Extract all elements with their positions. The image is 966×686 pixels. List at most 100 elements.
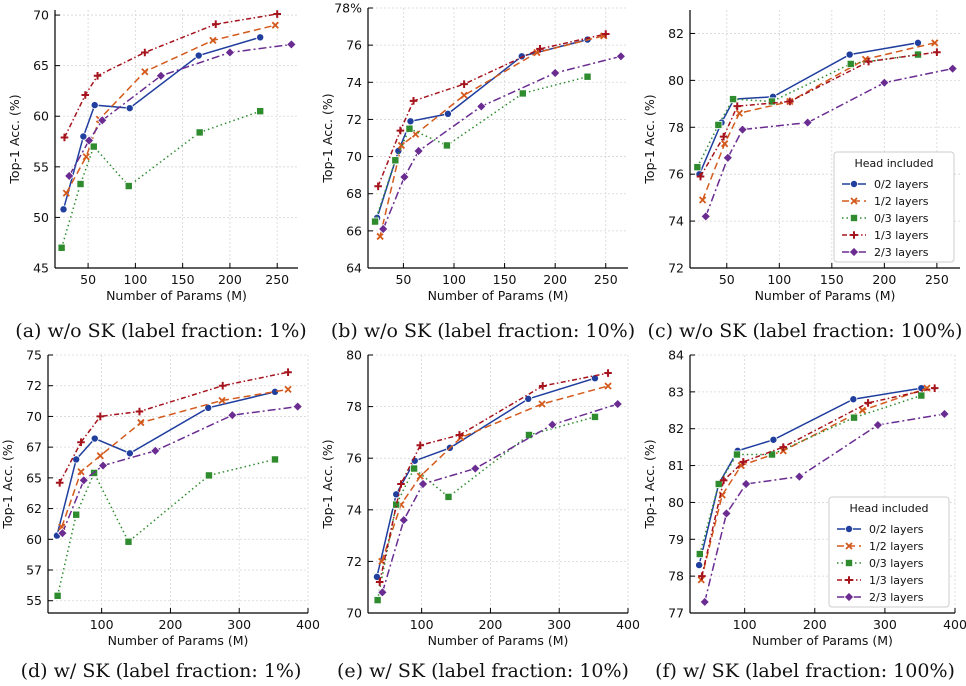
data-point-2-3-layers xyxy=(547,419,558,430)
data-point-1-3-layers xyxy=(538,382,547,390)
x-tick-label: 200 xyxy=(159,617,183,632)
data-point-0-2-layers xyxy=(590,374,599,383)
x-tick-label: 100 xyxy=(90,617,114,632)
x-tick-label: 200 xyxy=(479,617,503,632)
series-line-0-2-layers xyxy=(698,42,919,175)
data-point-1-2-layers xyxy=(271,21,279,29)
y-tick-label: 57 xyxy=(26,563,42,578)
data-point-1-3-layers xyxy=(719,132,728,141)
data-point-0-2-layers xyxy=(769,435,778,444)
data-point-1-3-layers xyxy=(81,91,90,99)
data-point-1-3-layers xyxy=(779,443,788,451)
data-point-0-2-layers xyxy=(517,52,526,61)
data-point-1-2-layers xyxy=(721,140,729,148)
y-tick-label: 65 xyxy=(26,470,42,485)
legend-title: Head included xyxy=(849,502,928,515)
data-point-2-3-layers xyxy=(721,508,732,519)
data-point-1-2-layers xyxy=(416,472,424,480)
data-point-0-2-layers xyxy=(125,449,134,458)
data-point-0-3-layers xyxy=(405,124,414,133)
data-point-1-3-layers xyxy=(416,441,425,450)
y-tick-label: 78 xyxy=(668,120,684,135)
y-tick-label: 72 xyxy=(346,112,362,127)
x-axis-title: Number of Params (M) xyxy=(428,288,569,303)
data-point-2-3-layers xyxy=(740,478,752,490)
data-point-1-3-layers xyxy=(211,20,220,28)
data-point-1-3-layers xyxy=(55,478,64,487)
chart-panel-4: 100 200 300 400 55 57 60 62 65 67 70 72 75 Number of … xyxy=(0,348,320,649)
y-tick-label: 78% xyxy=(334,1,362,16)
x-tick-label: 200 xyxy=(543,272,567,287)
data-point-0-2-layers xyxy=(524,394,533,403)
data-point-1-3-layers xyxy=(93,71,102,80)
y-tick-label: 74 xyxy=(668,214,684,229)
data-point-1-3-layers xyxy=(719,476,728,485)
y-tick-label: 84 xyxy=(668,348,684,363)
data-point-2-3-layers xyxy=(286,39,297,50)
series-line-0-3-layers xyxy=(696,53,919,168)
data-point-1-3-layers xyxy=(864,57,873,66)
data-point-0-3-layers xyxy=(695,550,704,559)
series-line-0-3-layers xyxy=(374,75,588,222)
legend-marker-1-3-layers xyxy=(845,576,853,584)
x-tick-label: 200 xyxy=(872,272,896,287)
data-point-1-3-layers xyxy=(460,80,468,88)
data-point-0-3-layers xyxy=(767,97,776,106)
data-point-2-3-layers xyxy=(802,117,813,128)
legend-box xyxy=(833,151,955,263)
data-point-0-2-layers xyxy=(443,109,452,118)
y-tick-label: 68 xyxy=(346,186,362,201)
x-axis-title: Number of Params (M) xyxy=(752,633,893,648)
series-line-1-2-layers xyxy=(700,387,928,580)
data-point-1-3-layers xyxy=(864,399,872,407)
legend-marker-2-3-layers xyxy=(848,246,860,258)
data-point-1-2-layers xyxy=(141,68,149,76)
data-point-1-2-layers xyxy=(460,91,468,99)
data-point-1-2-layers xyxy=(82,153,90,161)
x-tick-label: 250 xyxy=(265,272,289,287)
data-point-0-3-layers xyxy=(518,89,527,98)
data-point-0-2-layers xyxy=(849,395,858,404)
caption-a: (a) w/o SK (label fraction: 1%) xyxy=(15,320,307,342)
data-point-0-3-layers xyxy=(57,243,66,252)
data-point-2-3-layers xyxy=(227,410,238,421)
data-point-0-2-layers xyxy=(695,561,704,570)
data-point-2-3-layers xyxy=(470,463,481,474)
y-tick-label: 78 xyxy=(346,399,362,414)
data-point-1-2-layers xyxy=(858,406,867,414)
data-point-1-3-layers xyxy=(96,412,105,421)
data-point-2-3-layers xyxy=(398,514,409,526)
y-tick-label: 76 xyxy=(668,167,684,182)
data-point-0-3-layers xyxy=(371,217,380,226)
data-point-0-3-layers xyxy=(768,450,777,459)
data-point-2-3-layers xyxy=(377,587,388,598)
x-tick-label: 300 xyxy=(873,617,897,632)
data-point-1-2-layers xyxy=(411,130,420,138)
data-point-1-3-layers xyxy=(733,102,742,110)
x-tick-label: 50 xyxy=(80,272,96,287)
x-tick-label: 400 xyxy=(296,617,320,632)
data-point-2-3-layers xyxy=(476,101,487,112)
data-point-1-2-layers xyxy=(62,189,70,197)
data-point-0-3-layers xyxy=(850,413,859,422)
x-tick-label: 400 xyxy=(616,617,640,632)
data-point-0-3-layers xyxy=(444,492,453,501)
data-point-2-3-layers xyxy=(97,115,108,126)
data-point-0-3-layers xyxy=(124,182,133,191)
data-point-2-3-layers xyxy=(97,460,109,471)
legend-marker-0-2-layers xyxy=(850,179,859,188)
y-tick-label: 72 xyxy=(346,554,362,569)
x-tick-label: 300 xyxy=(547,617,571,632)
data-point-1-3-layers xyxy=(536,45,544,53)
data-point-2-3-layers xyxy=(378,223,389,235)
series-line-1-3-layers xyxy=(59,371,289,484)
x-tick-label: 50 xyxy=(719,272,735,287)
data-point-1-3-layers xyxy=(135,407,144,416)
data-point-0-2-layers xyxy=(256,33,265,42)
data-point-2-3-layers xyxy=(417,478,429,490)
chart-panel-1: 50 100 150 200 250 45 50 55 60 65 70 Number of Para… xyxy=(7,8,298,303)
chart-panel-5: 100 200 300 400 70 72 74 76 78 80 Number of Params… xyxy=(320,348,640,649)
data-point-2-3-layers xyxy=(64,170,75,182)
data-point-0-2-layers xyxy=(72,455,81,464)
data-point-1-3-layers xyxy=(374,182,382,191)
